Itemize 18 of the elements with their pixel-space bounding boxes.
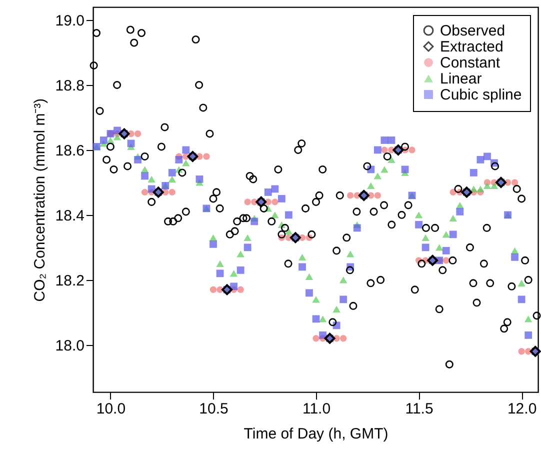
x-tick-label: 11.0 (302, 400, 331, 418)
x-axis-title: Time of Day (h, GMT) (244, 426, 388, 442)
legend-label: Observed (440, 22, 506, 40)
legend-label: Extracted (440, 38, 504, 56)
y-tick-label: 18.4 (55, 207, 84, 224)
y-axis-title: CO₂ Concentration (mmol m⁻³) (31, 98, 48, 302)
y-tick-label: 18.8 (55, 77, 84, 94)
x-tick-label: 11.5 (405, 400, 434, 418)
x-tick-label: 10.0 (96, 400, 126, 418)
legend-label: Cubic spline (440, 86, 522, 104)
y-tick-label: 19.0 (55, 12, 84, 30)
x-tick-label: 10.5 (199, 400, 228, 418)
x-tick-label: 12.0 (507, 400, 537, 418)
y-tick-label: 18.6 (55, 142, 84, 160)
legend-label: Linear (440, 70, 482, 88)
legend-label: Constant (440, 54, 501, 72)
y-tick-label: 18.2 (55, 272, 84, 290)
y-tick-label: 18.0 (55, 337, 84, 354)
